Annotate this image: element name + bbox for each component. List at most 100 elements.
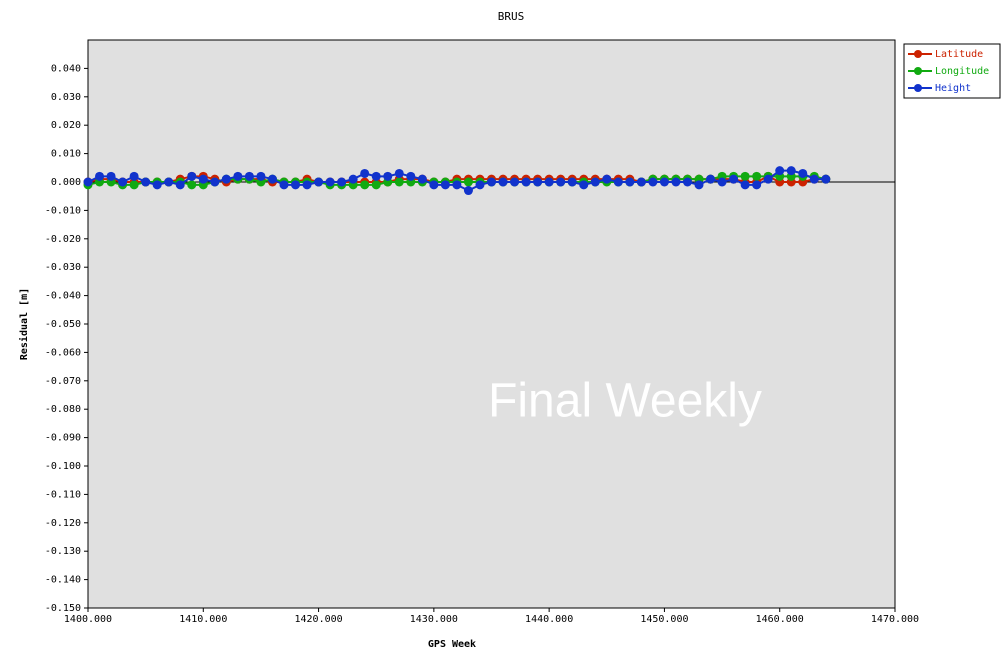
point bbox=[602, 174, 612, 184]
y-tick-label: 0.040 bbox=[51, 63, 81, 74]
point bbox=[521, 177, 531, 187]
y-tick-label: -0.060 bbox=[45, 347, 81, 358]
point bbox=[694, 180, 704, 190]
y-tick-label: -0.070 bbox=[45, 376, 81, 387]
x-tick-label: 1410.000 bbox=[179, 614, 227, 625]
watermark: Final Weekly bbox=[488, 375, 762, 428]
point bbox=[83, 177, 93, 187]
y-tick-label: -0.100 bbox=[45, 461, 81, 472]
y-tick-label: -0.010 bbox=[45, 205, 81, 216]
point bbox=[233, 171, 243, 181]
point bbox=[383, 171, 393, 181]
point bbox=[106, 171, 116, 181]
point bbox=[659, 177, 669, 187]
point bbox=[821, 174, 831, 184]
point bbox=[291, 180, 301, 190]
point bbox=[187, 171, 197, 181]
point bbox=[740, 171, 750, 181]
point bbox=[706, 174, 716, 184]
point bbox=[625, 177, 635, 187]
point bbox=[141, 177, 151, 187]
point bbox=[302, 180, 312, 190]
point bbox=[533, 177, 543, 187]
point bbox=[164, 177, 174, 187]
y-tick-label: 0.030 bbox=[51, 92, 81, 103]
point bbox=[498, 177, 508, 187]
point bbox=[579, 180, 589, 190]
point bbox=[406, 171, 416, 181]
point bbox=[740, 180, 750, 190]
point bbox=[475, 180, 485, 190]
x-tick-label: 1420.000 bbox=[294, 614, 342, 625]
point bbox=[129, 171, 139, 181]
point bbox=[544, 177, 554, 187]
legend-label: Longitude bbox=[935, 66, 989, 77]
point bbox=[95, 171, 105, 181]
point bbox=[314, 177, 324, 187]
point bbox=[198, 174, 208, 184]
plot-area bbox=[87, 39, 896, 609]
point bbox=[636, 177, 646, 187]
point bbox=[129, 180, 139, 190]
point bbox=[613, 177, 623, 187]
point bbox=[371, 180, 381, 190]
point bbox=[221, 174, 231, 184]
y-tick-label: -0.110 bbox=[45, 489, 81, 500]
point bbox=[752, 180, 762, 190]
y-tick-label: -0.020 bbox=[45, 234, 81, 245]
y-tick-label: 0.010 bbox=[51, 149, 81, 160]
point bbox=[452, 180, 462, 190]
point bbox=[798, 168, 808, 178]
point bbox=[360, 168, 370, 178]
point bbox=[648, 177, 658, 187]
y-axis-label: Residual [m] bbox=[18, 288, 30, 360]
point bbox=[371, 171, 381, 181]
point bbox=[394, 168, 404, 178]
point bbox=[671, 177, 681, 187]
point bbox=[325, 177, 335, 187]
point bbox=[809, 174, 819, 184]
x-tick-label: 1400.000 bbox=[64, 614, 112, 625]
point bbox=[487, 177, 496, 187]
point bbox=[210, 177, 220, 187]
point bbox=[267, 174, 277, 184]
point bbox=[244, 171, 254, 181]
y-tick-label: -0.150 bbox=[45, 603, 81, 614]
y-tick-label: -0.090 bbox=[45, 433, 81, 444]
point bbox=[463, 177, 473, 187]
y-tick-label: -0.040 bbox=[45, 291, 81, 302]
x-tick-label: 1450.000 bbox=[640, 614, 688, 625]
legend-marker bbox=[914, 67, 922, 75]
point bbox=[279, 180, 289, 190]
point bbox=[118, 177, 128, 187]
point bbox=[567, 177, 577, 187]
y-tick-label: -0.080 bbox=[45, 404, 81, 415]
x-tick-label: 1460.000 bbox=[756, 614, 804, 625]
legend-marker bbox=[914, 50, 922, 58]
point bbox=[752, 171, 762, 181]
y-tick-label: 0.000 bbox=[51, 177, 81, 188]
point bbox=[429, 180, 439, 190]
y-tick-label: -0.140 bbox=[45, 575, 81, 586]
y-tick-label: 0.020 bbox=[51, 120, 81, 131]
point bbox=[775, 166, 785, 176]
x-tick-label: 1430.000 bbox=[410, 614, 458, 625]
point bbox=[337, 177, 347, 187]
point bbox=[717, 177, 727, 187]
point bbox=[360, 180, 370, 190]
point bbox=[729, 174, 739, 184]
point bbox=[187, 180, 197, 190]
y-tick-label: -0.130 bbox=[45, 546, 81, 557]
point bbox=[394, 177, 404, 187]
y-tick-label: -0.050 bbox=[45, 319, 81, 330]
legend-label: Height bbox=[935, 83, 971, 94]
legend-marker bbox=[914, 84, 922, 92]
chart-title: BRUS bbox=[498, 10, 525, 23]
point bbox=[763, 174, 773, 184]
x-axis-label: GPS Week bbox=[428, 639, 476, 650]
point bbox=[440, 180, 450, 190]
point bbox=[152, 180, 162, 190]
point bbox=[463, 186, 473, 196]
legend-label: Latitude bbox=[935, 49, 983, 60]
